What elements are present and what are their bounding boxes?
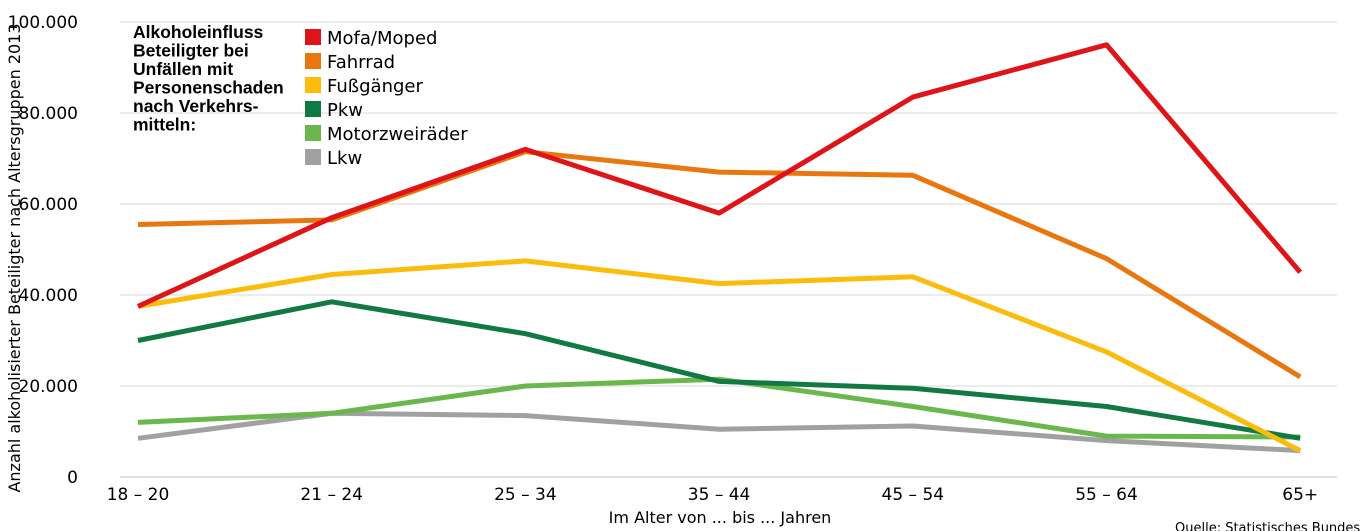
- legend: Mofa/Moped Fahrrad Fußgänger Pkw Motorzweirä…: [305, 28, 468, 169]
- legend-swatch: [305, 29, 321, 45]
- legend-label: Mofa/Moped: [327, 28, 437, 49]
- x-tick-label: 55 – 64: [1075, 485, 1138, 505]
- series-lines: [136, 42, 1303, 454]
- y-tick-label: 20.000: [19, 377, 78, 397]
- y-tick-label: 80.000: [19, 104, 78, 124]
- chart-title-line: nach Verkehrs-: [133, 96, 259, 116]
- chart-title-line: Alkoholeinfluss: [133, 22, 264, 42]
- y-tick-labels: 0 20.000 40.000 60.000 80.000 100.000: [8, 13, 78, 488]
- chart-title-line: mitteln:: [133, 115, 196, 135]
- x-tick-label: 18 – 20: [107, 485, 170, 505]
- y-axis-title: Anzahl alkoholisierter Beteiligter nach …: [5, 23, 24, 492]
- legend-swatch: [305, 77, 321, 93]
- series-line-fu-g-nger: [137, 258, 1302, 453]
- x-axis-title: Im Alter von ... bis ... Jahren: [609, 508, 832, 527]
- legend-swatch: [305, 125, 321, 141]
- legend-label: Lkw: [327, 148, 362, 169]
- chart-title-line: Personenschaden: [133, 78, 284, 98]
- series-line-lkw: [137, 410, 1301, 454]
- y-tick-label: 60.000: [19, 195, 78, 215]
- series-line-fahrrad: [137, 149, 1302, 380]
- gridlines: [120, 21, 1337, 478]
- y-tick-label: 40.000: [19, 286, 78, 306]
- x-tick-label: 35 – 44: [688, 485, 751, 505]
- y-tick-label: 100.000: [8, 13, 78, 33]
- legend-swatch: [305, 101, 321, 117]
- x-tick-label: 45 – 54: [882, 485, 945, 505]
- legend-swatch: [305, 149, 321, 165]
- legend-label: Fahrrad: [327, 52, 395, 73]
- legend-swatch: [305, 53, 321, 69]
- series-line-pkw: [137, 299, 1301, 441]
- x-tick-label: 65+: [1282, 485, 1318, 505]
- x-tick-labels: 18 – 20 21 – 24 25 – 34 35 – 44 45 – 54 55 – …: [107, 485, 1318, 505]
- series-line-mofa-moped: [136, 42, 1303, 309]
- legend-label: Fußgänger: [327, 76, 423, 97]
- legend-label: Pkw: [327, 100, 363, 121]
- legend-label: Motorzweiräder: [327, 124, 468, 145]
- source-note: Quelle: Statistisches Bundesamt: [1175, 521, 1361, 531]
- x-tick-label: 25 – 34: [494, 485, 557, 505]
- chart-title-line: Unfällen mit: [133, 59, 233, 79]
- chart-title-line: Beteiligter bei: [133, 41, 249, 61]
- x-tick-label: 21 – 24: [300, 485, 363, 505]
- y-tick-label: 0: [67, 468, 78, 488]
